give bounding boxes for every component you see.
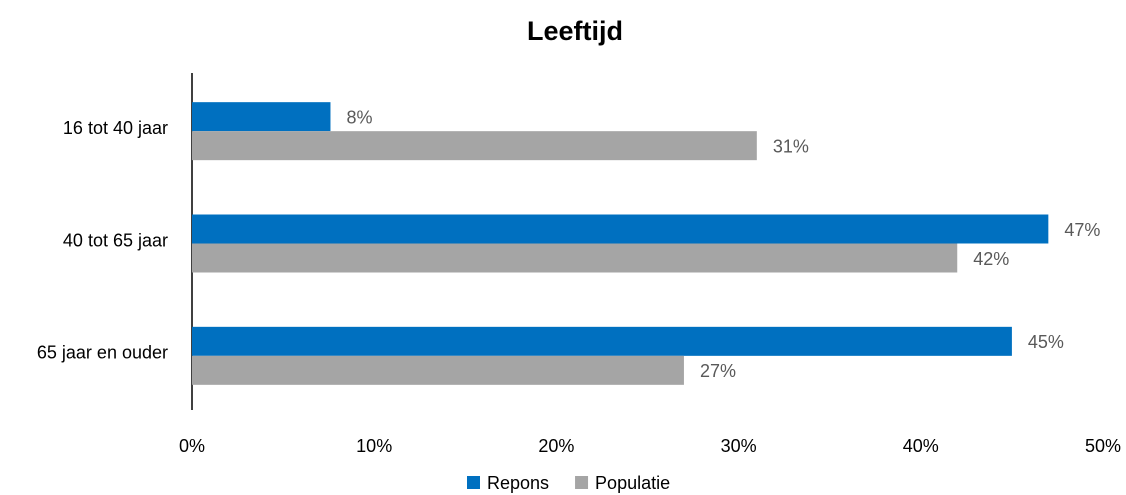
value-label: 47% [1064,220,1100,240]
x-tick-label: 30% [721,436,757,456]
x-tick-label: 20% [538,436,574,456]
bar [192,102,331,132]
value-label: 42% [973,249,1009,269]
bar [192,214,1049,244]
legend-label: Repons [487,473,549,493]
value-label: 31% [773,136,809,156]
x-tick-label: 40% [903,436,939,456]
chart-title: Leeftijd [527,16,623,46]
category-label: 16 tot 40 jaar [63,118,168,138]
x-tick-label: 0% [179,436,205,456]
legend-swatch [467,476,480,489]
bar [192,243,958,273]
value-label: 45% [1028,332,1064,352]
x-tick-label: 50% [1085,436,1121,456]
bar [192,355,684,385]
value-label: 27% [700,361,736,381]
value-label: 8% [346,107,372,127]
category-label: 65 jaar en ouder [37,343,168,363]
x-tick-label: 10% [356,436,392,456]
bar [192,131,757,161]
legend-swatch [575,476,589,489]
category-label: 40 tot 65 jaar [63,230,168,250]
bar [192,326,1012,356]
legend-label: Populatie [595,473,670,493]
